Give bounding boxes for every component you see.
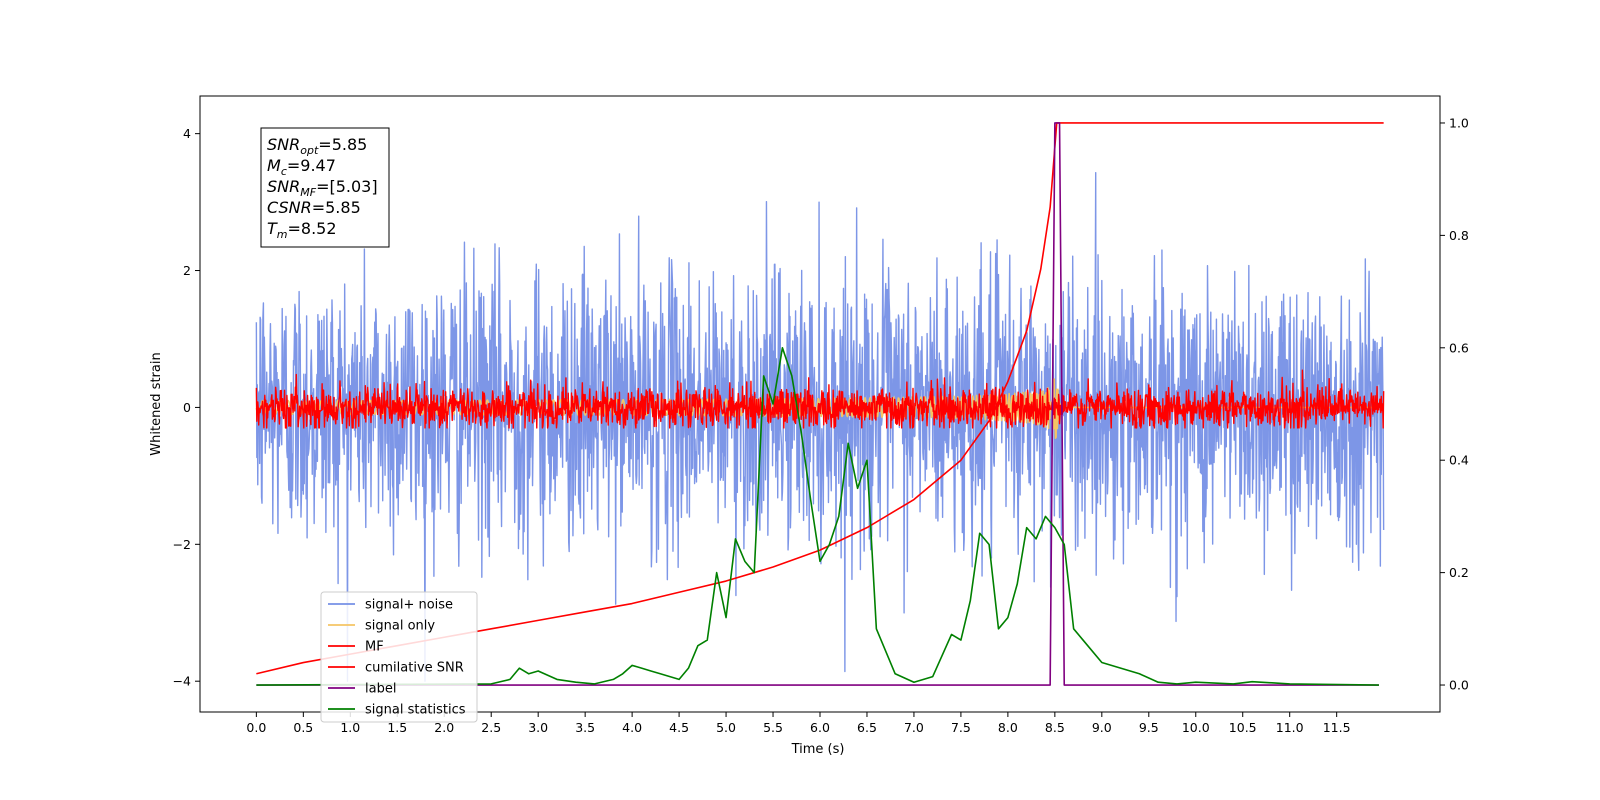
- x-tick-label: 10.0: [1182, 720, 1210, 735]
- y-tick-label: 0: [183, 400, 191, 415]
- y2-tick-label: 1.0: [1449, 115, 1469, 130]
- legend-label: label: [365, 682, 396, 697]
- annotation-line: Tm=8.52: [267, 219, 337, 241]
- x-tick-label: 6.0: [810, 720, 830, 735]
- series-signal-noise-line: [255, 171, 1385, 682]
- x-axis-title: Time (s): [791, 742, 845, 757]
- annotation-frame: [260, 127, 390, 248]
- y2-tick-label: 0.0: [1449, 678, 1469, 693]
- x-tick-label: 7.5: [951, 720, 971, 735]
- x-tick-label: 5.5: [763, 720, 783, 735]
- legend-item: signal statistics: [328, 703, 466, 718]
- x-tick-label: 0.0: [246, 720, 266, 735]
- x-tick-label: 0.5: [293, 720, 313, 735]
- series-signal-statistics-line: [256, 347, 1379, 686]
- y-axis-title: Whitened strain: [149, 352, 164, 455]
- x-tick-label: 2.0: [434, 720, 454, 735]
- legend-item: signal+ noise: [328, 598, 453, 613]
- x-axis: 0.0 0.5 1.0 1.5 2.0 2.5 3.0 3.5 4.0 4.5 5.0 5.5 6.0 6…: [246, 712, 1351, 735]
- x-tick-label: 9.5: [1139, 720, 1159, 735]
- x-tick-label: 10.5: [1229, 720, 1257, 735]
- x-tick-label: 6.5: [857, 720, 877, 735]
- x-tick-label: 9.0: [1092, 720, 1112, 735]
- y-axis-left: −4 −2 0 2 4: [173, 126, 200, 689]
- legend-item: MF: [328, 640, 384, 655]
- y2-tick-label: 0.2: [1449, 565, 1469, 580]
- annotation-line: SNRMF=[5.03]: [267, 177, 378, 199]
- legend-label: cumilative SNR: [365, 661, 464, 676]
- legend-label: signal only: [365, 619, 435, 634]
- x-tick-label: 3.0: [528, 720, 548, 735]
- x-tick-label: 1.0: [340, 720, 360, 735]
- x-tick-label: 3.5: [575, 720, 595, 735]
- legend-item: cumilative SNR: [328, 661, 464, 676]
- x-tick-label: 4.5: [669, 720, 689, 735]
- x-tick-label: 11.5: [1323, 720, 1351, 735]
- x-tick-label: 5.0: [716, 720, 736, 735]
- legend-label: signal+ noise: [365, 598, 453, 613]
- annotation-line: SNRopt=5.85: [267, 135, 367, 157]
- x-tick-label: 8.5: [1045, 720, 1065, 735]
- x-tick-label: 7.0: [904, 720, 924, 735]
- y2-tick-label: 0.4: [1449, 453, 1469, 468]
- y-tick-label: −2: [173, 537, 191, 552]
- y2-tick-label: 0.8: [1449, 228, 1469, 243]
- legend-frame: [320, 591, 478, 723]
- x-tick-label: 8.0: [998, 720, 1018, 735]
- x-tick-label: 11.0: [1276, 720, 1304, 735]
- y-tick-label: −4: [173, 674, 191, 689]
- y-axis-right: 0.0 0.2 0.4 0.6 0.8 1.0: [1440, 115, 1469, 693]
- x-tick-label: 1.5: [387, 720, 407, 735]
- series-label-line: [256, 122, 1379, 686]
- legend-label: signal statistics: [365, 703, 466, 718]
- y-tick-label: 4: [183, 126, 191, 141]
- x-tick-label: 2.5: [481, 720, 501, 735]
- legend-item: signal only: [328, 619, 435, 634]
- y-tick-label: 2: [183, 263, 191, 278]
- annotation-line: CSNR=5.85: [267, 198, 361, 217]
- x-tick-label: 4.0: [622, 720, 642, 735]
- annotation-line: Mc=9.47: [267, 156, 336, 178]
- legend-item: label: [328, 682, 396, 697]
- legend: signal+ noise signal only MF cumilative SNR…: [320, 591, 478, 723]
- y2-tick-label: 0.6: [1449, 340, 1469, 355]
- series-mf-line: [255, 369, 1385, 429]
- legend-label: MF: [365, 640, 384, 655]
